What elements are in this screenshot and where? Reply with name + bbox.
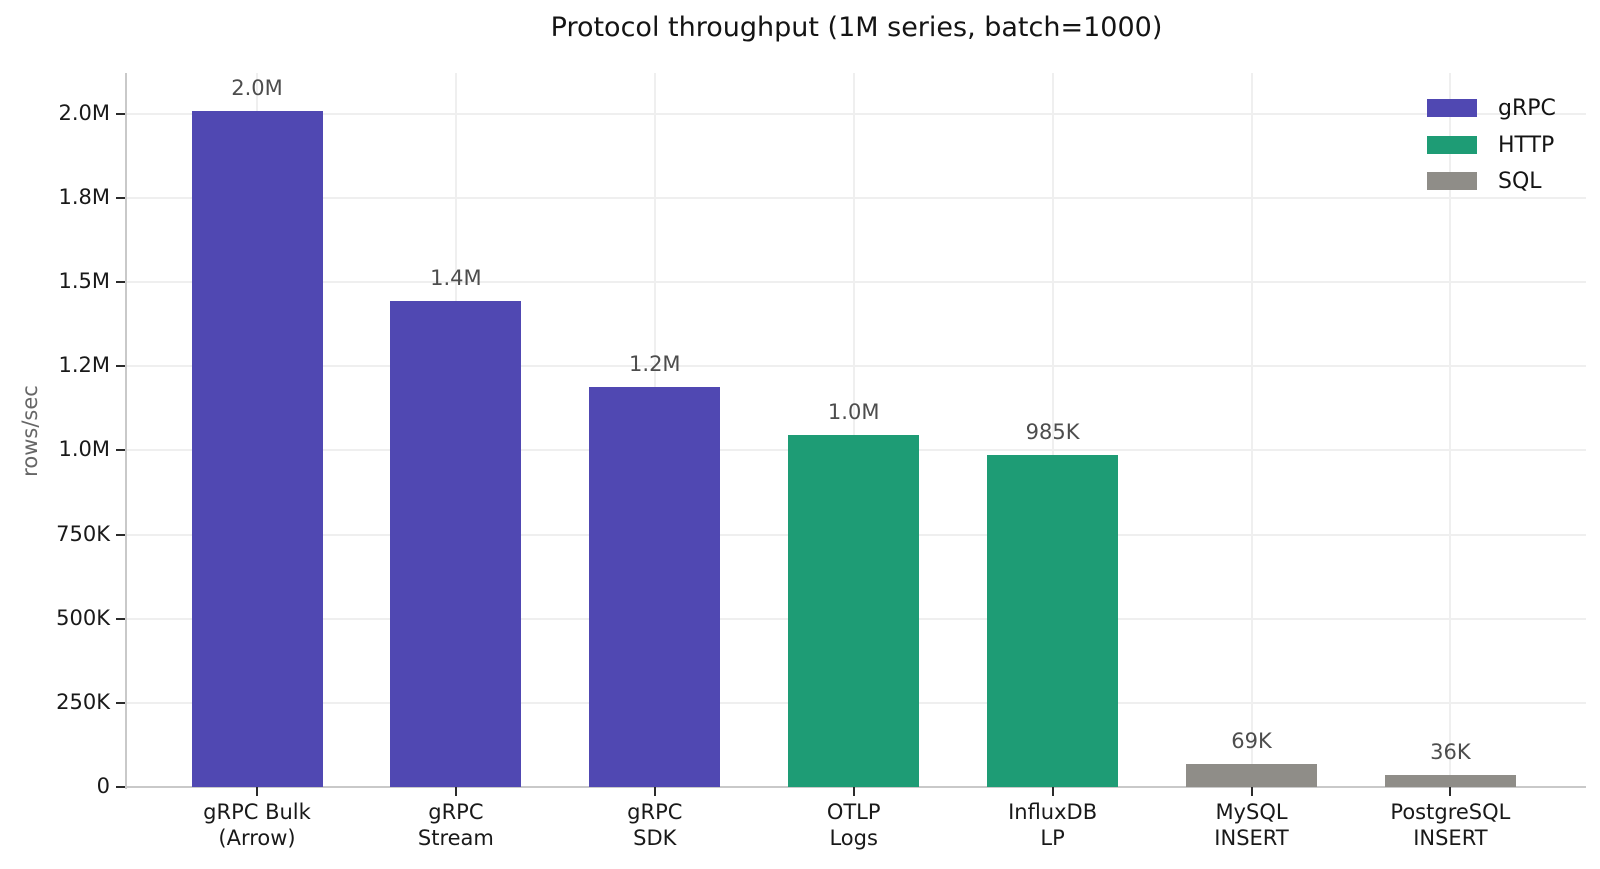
y-tick-label: 1.8M [58,184,110,209]
y-axis-spine [125,73,127,789]
x-tick-label-line: SDK [633,826,677,850]
x-tick [1250,787,1253,796]
x-tick-label-line: Stream [417,826,494,850]
y-tick [116,281,125,284]
bar-value-label: 36K [1430,739,1471,764]
x-tick [852,787,855,796]
x-tick-label-line: gRPC Bulk [203,800,311,824]
y-tick [116,196,125,199]
grid-line-vertical [1250,73,1253,787]
legend-label-http: HTTP [1498,133,1555,158]
x-tick [256,787,258,796]
x-tick [1449,787,1452,796]
y-tick [116,617,125,620]
y-tick-label: 750K [56,521,110,546]
x-tick [1051,787,1054,796]
y-tick-label: 1.0M [58,437,110,462]
y-tick [116,365,125,368]
y-tick [116,701,125,704]
legend-label-grpc: gRPC [1498,96,1556,121]
y-tick-label: 1.2M [58,353,110,378]
legend-label-sql: SQL [1498,169,1542,194]
chart-title: Protocol throughput (1M series, batch=10… [550,12,1163,43]
grid-line-vertical [852,73,855,787]
x-tick [653,787,656,796]
x-tick-label: PostgreSQL INSERT [1330,799,1570,851]
y-tick-label: 2.0M [58,100,110,125]
y-tick [116,786,125,788]
x-tick-label-line: INSERT [1214,826,1289,850]
x-tick-label-line: InfluxDB [1008,800,1098,824]
bar [390,300,522,787]
bar [1384,774,1516,787]
bar-value-label: 1.2M [629,352,681,377]
x-tick-label: gRPC SDK [535,799,775,851]
bar [788,434,920,787]
x-tick-label: MySQL INSERT [1132,799,1372,851]
bar-value-label: 985K [1025,420,1080,445]
x-tick-label: OTLP Logs [734,799,974,851]
y-tick-label: 500K [56,605,110,630]
legend-swatch-grpc [1427,99,1477,117]
x-axis-spine [127,786,1586,788]
bar-value-label: 1.4M [430,265,482,290]
bar [589,387,721,787]
y-tick [116,533,125,536]
x-tick-label-line: (Arrow) [218,826,296,850]
x-tick-label: gRPC Bulk (Arrow) [137,799,377,851]
x-tick-label-line: INSERT [1413,826,1488,850]
bar-value-label: 1.0M [827,399,880,424]
bar [191,111,323,787]
legend-swatch-http [1427,136,1477,154]
x-tick-label-line: MySQL [1215,800,1288,824]
y-tick-label: 250K [56,689,110,714]
x-tick [454,787,457,796]
y-tick [116,112,125,115]
x-tick-label: InfluxDB LP [933,799,1173,851]
x-tick-label-line: LP [1040,826,1065,850]
y-tick-label: 1.5M [58,269,110,294]
bar [1186,763,1317,787]
grid-line-horizontal [127,196,1586,199]
x-tick-label-line: PostgreSQL [1390,800,1511,824]
x-tick-label-line: gRPC [428,800,484,824]
x-tick-label: gRPC Stream [336,799,576,851]
grid-line-horizontal [127,281,1586,284]
y-tick [116,449,125,452]
y-tick-label: 0 [96,774,110,798]
x-tick-label-line: OTLP [826,800,881,824]
grid-line-vertical [1449,73,1452,787]
x-tick-label-line: Logs [829,826,878,850]
bar-value-label: 69K [1231,728,1272,753]
grid-line-horizontal [127,112,1586,115]
legend-swatch-sql [1427,172,1477,190]
grid-line-horizontal [127,365,1586,368]
x-tick-label-line: gRPC [627,800,683,824]
bar-value-label: 2.0M [231,76,283,101]
grid-line-vertical [1051,73,1054,787]
bar [987,455,1119,787]
